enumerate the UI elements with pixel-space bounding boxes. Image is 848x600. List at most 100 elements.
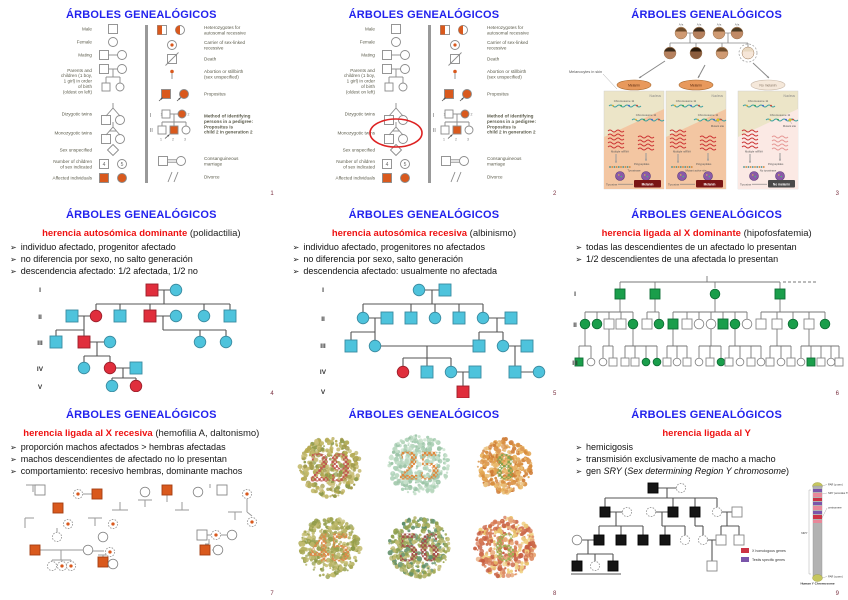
slide-title: ÁRBOLES GENEALÓGICOS bbox=[65, 9, 217, 21]
svg-text:Mating: Mating bbox=[78, 53, 92, 58]
pedigree-node bbox=[667, 318, 679, 330]
slide-title: ÁRBOLES GENEALÓGICOS bbox=[65, 409, 217, 421]
svg-text:A/a: A/a bbox=[717, 23, 722, 27]
pedigree-node bbox=[592, 318, 603, 330]
svg-text:centromere: centromere bbox=[828, 505, 842, 509]
svg-text:Divorce: Divorce bbox=[204, 175, 220, 180]
page-number: 9 bbox=[835, 591, 839, 597]
pedigree-node bbox=[771, 318, 783, 330]
svg-text:I: I bbox=[322, 287, 324, 294]
bullet-marker: ➢ bbox=[575, 443, 583, 452]
bullet-item: ➢ individuo afectado, progenitores no afe… bbox=[292, 242, 485, 252]
svg-text:autosomal recessive: autosomal recessive bbox=[204, 30, 246, 35]
pedigree-node bbox=[673, 357, 682, 367]
svg-text:Multiple mRNA: Multiple mRNA bbox=[745, 150, 763, 154]
pedigree-node bbox=[710, 288, 721, 300]
svg-text:Female: Female bbox=[359, 40, 375, 45]
pedigree-node bbox=[654, 318, 665, 330]
bullet-marker: ➢ bbox=[10, 443, 17, 452]
legend-row: Sex unspecified bbox=[342, 143, 402, 157]
svg-text:Propositus is: Propositus is bbox=[487, 124, 517, 129]
svg-text:children (1 boy,: children (1 boy, bbox=[61, 73, 92, 78]
pedigree-node bbox=[452, 311, 466, 325]
slide-7-x-linked-recessive: ÁRBOLES GENEALÓGICOS herencia ligada al … bbox=[0, 400, 283, 600]
ishihara-plate: 56 bbox=[387, 516, 451, 580]
svg-text:Nucleus: Nucleus bbox=[650, 94, 662, 98]
svg-text:Nucleus: Nucleus bbox=[784, 94, 796, 98]
pedigree-node bbox=[777, 357, 786, 367]
legend-row: Affected individuals bbox=[53, 173, 127, 183]
svg-text:Monozygotic twins: Monozygotic twins bbox=[54, 131, 92, 136]
pedigree-node bbox=[827, 357, 836, 367]
legend-row: Abortion or stillbirth(sex unspecified) bbox=[452, 69, 526, 79]
slide-title: ÁRBOLES GENEALÓGICOS bbox=[631, 409, 782, 421]
albinism-figure: A/a A/a A/a A/a Melanocytes in skin Melanin Me… bbox=[569, 23, 799, 190]
svg-text:Melanin: Melanin bbox=[628, 84, 640, 88]
pedigree-node bbox=[681, 318, 693, 330]
pedigree-node bbox=[97, 531, 109, 542]
svg-text:Heterozygotes for: Heterozygotes for bbox=[204, 25, 241, 30]
slide-title: ÁRBOLES GENEALÓGICOS bbox=[348, 209, 500, 221]
slide-5-autosomal-recessive: ÁRBOLES GENEALÓGICOS herencia autosómica… bbox=[282, 200, 566, 400]
svg-text:Chromosome 11: Chromosome 11 bbox=[748, 99, 769, 103]
svg-text:29: 29 bbox=[309, 446, 351, 492]
pedigree-node bbox=[572, 534, 583, 545]
svg-text:A/a: A/a bbox=[679, 23, 684, 27]
svg-text:of birth: of birth bbox=[361, 84, 375, 89]
svg-text:Affected individuals: Affected individuals bbox=[53, 176, 93, 181]
pedigree-node bbox=[438, 283, 452, 297]
pedigree-node bbox=[193, 335, 207, 348]
pedigree-node bbox=[637, 534, 649, 546]
svg-text:Polypeptides: Polypeptides bbox=[768, 162, 784, 166]
slide-6-x-linked-dominant: ÁRBOLES GENEALÓGICOS herencia ligada al … bbox=[565, 200, 848, 400]
pedigree-node bbox=[587, 357, 596, 367]
svg-text:8: 8 bbox=[495, 446, 514, 488]
pedigree-node bbox=[396, 365, 409, 378]
pedigree-node bbox=[169, 309, 183, 322]
heading-note: (polidactilia) bbox=[187, 228, 241, 239]
pedigree-node bbox=[682, 357, 692, 367]
svg-text:25: 25 bbox=[398, 444, 440, 490]
pedigree-node bbox=[161, 484, 173, 496]
pedigree-node bbox=[216, 484, 228, 496]
legend-row: Female bbox=[359, 37, 401, 47]
svg-text:1: 1 bbox=[443, 113, 445, 117]
pedigree-node bbox=[380, 311, 394, 325]
svg-text:No tyrosinase: No tyrosinase bbox=[760, 169, 777, 173]
bullet-item: ➢ no diferencia por sexo, no salto genera… bbox=[10, 253, 193, 264]
pedigree-node bbox=[212, 544, 224, 555]
svg-text:Mating: Mating bbox=[361, 53, 375, 58]
pedigree-node bbox=[29, 544, 41, 556]
pedigree-node bbox=[199, 544, 211, 556]
pedigree-node bbox=[694, 318, 705, 330]
svg-text:Consanguineous: Consanguineous bbox=[204, 156, 239, 161]
svg-text:III: III bbox=[320, 343, 326, 350]
slide-title: ÁRBOLES GENEALÓGICOS bbox=[631, 9, 782, 21]
svg-text:No melanin: No melanin bbox=[773, 182, 790, 186]
bullet-item: ➢ no diferencia por sexo, salto generació… bbox=[292, 253, 463, 264]
pedigree-node bbox=[404, 311, 418, 325]
bullet-marker: ➢ bbox=[575, 243, 583, 252]
svg-text:(oldest on left): (oldest on left) bbox=[63, 89, 93, 94]
pedigree-node bbox=[786, 357, 796, 367]
bullet-marker: ➢ bbox=[10, 266, 17, 276]
svg-text:III: III bbox=[37, 340, 43, 347]
svg-text:Tyrosinase: Tyrosinase bbox=[628, 169, 641, 173]
bullet-item: ➢ comportamiento: recesivo hembras, domin… bbox=[10, 465, 243, 476]
legend-row: Sex unspecified bbox=[60, 143, 120, 157]
page-number: 5 bbox=[552, 391, 557, 397]
pedigree-node bbox=[476, 311, 489, 324]
pedigree-node bbox=[356, 311, 369, 324]
pedigree-node bbox=[731, 506, 743, 518]
svg-text:II: II bbox=[321, 316, 325, 323]
svg-text:Chromosome 11: Chromosome 11 bbox=[676, 99, 697, 103]
legend-row: Male bbox=[82, 24, 118, 34]
svg-text:Dizygotic twins: Dizygotic twins bbox=[344, 112, 375, 117]
svg-text:2: 2 bbox=[172, 138, 174, 142]
